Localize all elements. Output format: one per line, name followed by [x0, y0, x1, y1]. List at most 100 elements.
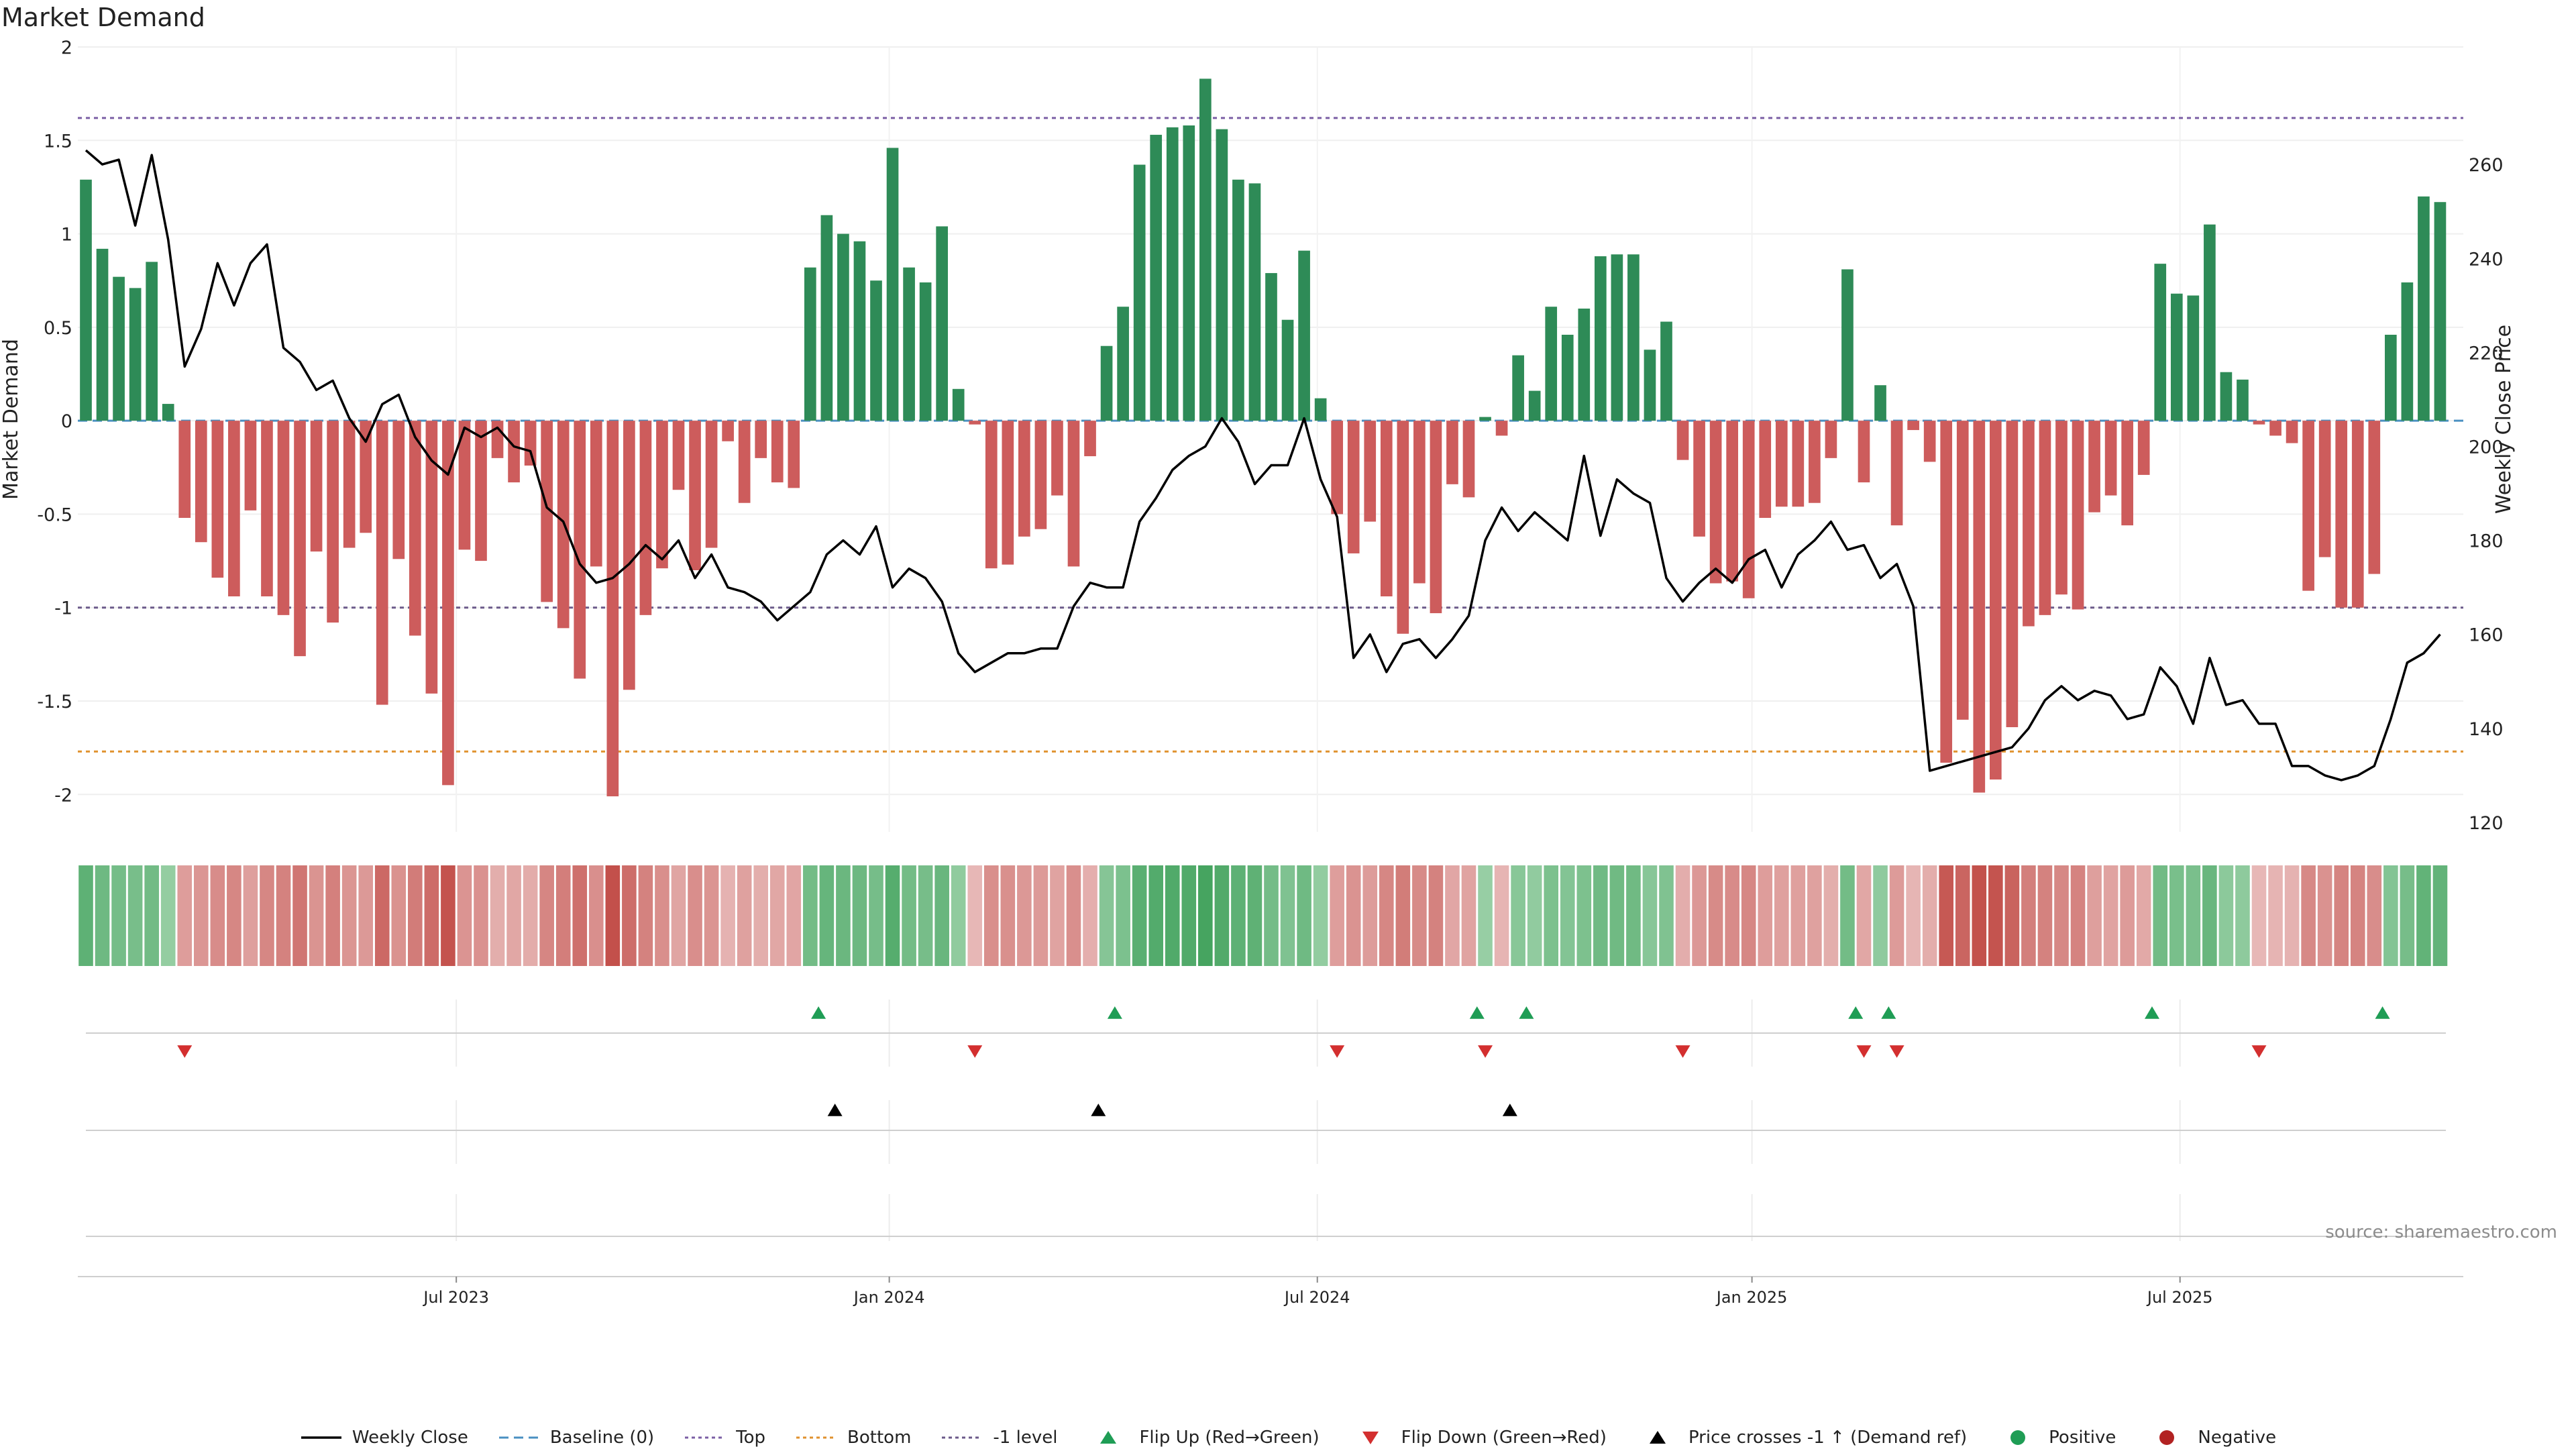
heat-cell	[2218, 865, 2234, 966]
heat-cell	[243, 865, 258, 966]
demand-bar	[1512, 355, 1524, 421]
x-axis: Jul 2023 Jan 2024 Jul 2024 Jan 2025 Jul 2025	[78, 1276, 2463, 1307]
demand-bar	[952, 388, 965, 421]
demand-bar	[2434, 202, 2447, 421]
heat-cell	[1889, 865, 1904, 966]
heat-cell	[638, 865, 653, 966]
y-tick-label: 2	[61, 38, 72, 58]
demand-bar	[1759, 421, 1772, 518]
heat-cell	[605, 865, 621, 966]
heat-cell	[1181, 865, 1197, 966]
demand-bar	[96, 248, 109, 421]
demand-heat-strip	[78, 865, 2448, 966]
heat-cell	[1050, 865, 1065, 966]
legend-swatch	[1996, 1428, 2039, 1448]
demand-bar	[2286, 421, 2298, 443]
demand-bar	[261, 421, 273, 596]
heat-cell	[1774, 865, 1789, 966]
legend-swatch	[684, 1428, 727, 1448]
heat-cell	[951, 865, 966, 966]
y2-tick-label: 140	[2469, 719, 2504, 740]
flip-up-marker	[2375, 1006, 2390, 1019]
heat-cell	[555, 865, 571, 966]
heat-cell	[1066, 865, 1081, 966]
heat-cell	[1922, 865, 1937, 966]
legend-label: -1 level	[993, 1428, 1058, 1448]
heat-cell	[227, 865, 241, 966]
demand-bar	[1430, 421, 1442, 614]
demand-bar	[1281, 319, 1294, 421]
heat-cell	[127, 865, 143, 966]
heat-cell	[671, 865, 686, 966]
heat-cell	[260, 865, 274, 966]
demand-bar	[1232, 179, 1244, 421]
heat-cell	[1494, 865, 1509, 966]
demand-bar	[590, 421, 602, 567]
y-tick-label: -0.5	[37, 504, 72, 525]
demand-bar	[1084, 421, 1096, 457]
y-axis-label: Market Demand	[0, 339, 23, 500]
demand-bar	[705, 421, 718, 548]
demand-bar	[2170, 293, 2183, 421]
legend: Weekly Close Baseline (0) Top Bottom -1 leve…	[0, 1428, 2576, 1448]
flip-up-marker	[1107, 1006, 1122, 1019]
demand-bar	[1660, 321, 1672, 421]
demand-bar	[672, 421, 685, 490]
heat-cell	[2186, 865, 2201, 966]
demand-bar	[1495, 421, 1508, 436]
heat-cell	[325, 865, 340, 966]
heat-cell	[391, 865, 407, 966]
demand-bar	[1462, 421, 1475, 498]
heat-cell	[1593, 865, 1608, 966]
demand-bar	[2269, 421, 2282, 436]
heat-cell	[2054, 865, 2069, 966]
flip-up-marker	[1519, 1006, 1534, 1019]
demand-bar	[2088, 421, 2100, 513]
legend-label: Bottom	[847, 1428, 912, 1448]
price-cross-marker	[1502, 1104, 1517, 1116]
heat-cell	[753, 865, 769, 966]
heat-cell	[1247, 865, 1263, 966]
demand-bar	[574, 421, 586, 679]
demand-bar	[211, 421, 224, 578]
demand-bar	[1973, 421, 1986, 793]
heat-cell	[1807, 865, 1822, 966]
heat-cell	[704, 865, 719, 966]
demand-bar	[2368, 421, 2381, 574]
heat-cell	[424, 865, 439, 966]
heat-cell	[358, 865, 374, 966]
level-layer	[78, 117, 2463, 753]
demand-bar	[458, 421, 471, 550]
demand-bar	[1545, 307, 1558, 421]
weekly-close-line	[85, 149, 2441, 782]
demand-bar	[1644, 350, 1656, 421]
legend-item: Flip Up (Red→Green)	[1087, 1428, 1320, 1448]
demand-bar	[1956, 421, 1969, 720]
heat-cell	[1527, 865, 1542, 966]
demand-bar	[178, 421, 191, 518]
heat-cell	[1461, 865, 1477, 966]
legend-swatch	[2145, 1428, 2188, 1448]
demand-bar	[2104, 421, 2117, 496]
heat-cell	[769, 865, 785, 966]
heat-cell	[1659, 865, 1674, 966]
heat-cell	[474, 865, 488, 966]
heat-cell	[1264, 865, 1279, 966]
demand-bar	[1018, 421, 1030, 537]
heat-cell	[408, 865, 423, 966]
heat-cell	[523, 865, 538, 966]
heat-cell	[144, 865, 159, 966]
demand-bar	[2023, 421, 2035, 627]
heat-cell	[1725, 865, 1739, 966]
demand-bar	[1347, 421, 1360, 553]
heat-cell	[1741, 865, 1756, 966]
heat-cell	[1626, 865, 1641, 966]
demand-bar	[146, 262, 158, 421]
heat-cell	[2284, 865, 2300, 966]
demand-bar	[1100, 345, 1113, 421]
flip-down-marker	[967, 1045, 983, 1058]
x-tick-label: Jul 2023	[422, 1288, 489, 1307]
demand-bar	[1907, 421, 1919, 431]
flip-down-marker	[1478, 1045, 1493, 1058]
